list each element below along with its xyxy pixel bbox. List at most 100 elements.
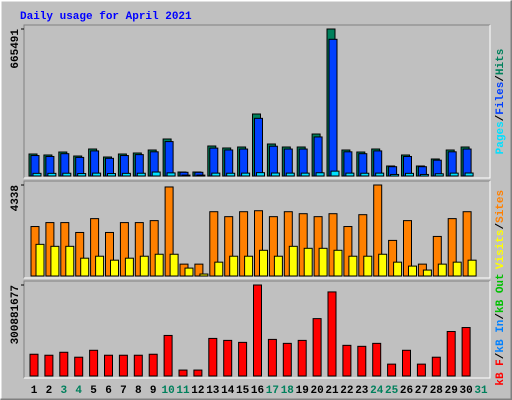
bar [214,261,224,277]
x-tick-label: 6 [105,385,112,397]
bar [390,173,400,177]
bar [92,172,102,177]
bar [461,327,471,377]
bar [238,341,248,377]
plot-bevel-light [24,181,491,279]
bar [363,255,373,277]
bar [62,172,72,177]
bar [268,216,278,277]
bar [229,255,239,277]
x-tick-label: 14 [221,385,235,397]
bar [464,172,474,177]
bar [273,255,283,277]
legend-separator: / [495,114,507,121]
bar [452,261,462,277]
bar [437,263,447,277]
bar [80,257,90,277]
bar [139,255,149,277]
x-tick-label: 16 [251,385,264,397]
x-tick-label: 21 [325,385,339,397]
bar [193,369,203,377]
legend-entry: kB Out [495,273,507,313]
bar [121,172,131,177]
bar [194,263,204,277]
bar [434,173,444,177]
bar [47,172,57,177]
bar [169,253,179,277]
bar [110,259,119,277]
y-tick-label: 4338 [10,185,22,212]
bar [348,255,358,277]
x-tick-label: 23 [355,385,369,397]
legend-entry: kB In [495,320,507,353]
bar [358,153,368,177]
bar [32,172,42,177]
bar [431,356,441,377]
bar [65,245,75,277]
bar [432,235,442,277]
legend-entry: kB F [495,359,507,385]
bar [328,213,338,277]
bar [118,354,128,377]
x-tick-label: 30 [459,385,472,397]
bar [136,172,146,177]
bar [358,214,368,277]
bar [345,172,355,177]
bar [343,226,353,277]
bar [151,171,161,177]
bar [298,148,308,177]
x-tick-label: 3 [60,385,67,397]
bar [35,243,45,277]
x-tick-label: 9 [150,385,157,397]
bar [327,291,337,377]
bar [360,172,370,177]
bar [393,261,403,277]
bar [60,153,70,177]
bar [154,253,164,277]
bar [244,255,254,277]
bar [164,186,174,277]
x-tick-label: 18 [281,385,295,397]
legend-entry: Pages [495,121,507,154]
bar [239,211,249,277]
bar [373,184,383,277]
bar [387,363,397,377]
bar [196,174,206,177]
legend-separator: / [495,223,507,230]
bar [107,173,116,177]
bar [75,231,85,277]
bar [288,245,298,277]
legend-entry: Sites [495,190,507,223]
bar [253,284,262,377]
bar [375,172,385,177]
x-tick-label: 29 [445,385,458,397]
x-tick-label: 12 [191,385,204,397]
x-tick-label: 11 [176,385,190,397]
bar [422,269,432,277]
bar [282,342,292,377]
x-tick-label: 20 [310,385,323,397]
bar [208,337,218,377]
x-tick-label: 26 [400,385,413,397]
bar [378,253,388,277]
y-tick-label: 300881677 [10,285,22,344]
bar [313,136,323,177]
bar [270,172,280,177]
bar [312,318,322,377]
plot-bevel-light [24,25,491,179]
plot-bevel-light [24,281,491,379]
legend-entry: Visits [495,230,507,270]
bar [254,117,263,177]
bar [357,345,367,377]
x-tick-label: 15 [236,385,250,397]
legend: Visits/Sites [495,190,507,269]
bar [403,220,412,277]
bar [164,141,174,177]
bar [333,249,343,277]
bar [223,339,233,377]
bar [209,211,219,277]
bar [124,257,134,277]
bar [318,247,328,277]
bar [184,267,194,277]
